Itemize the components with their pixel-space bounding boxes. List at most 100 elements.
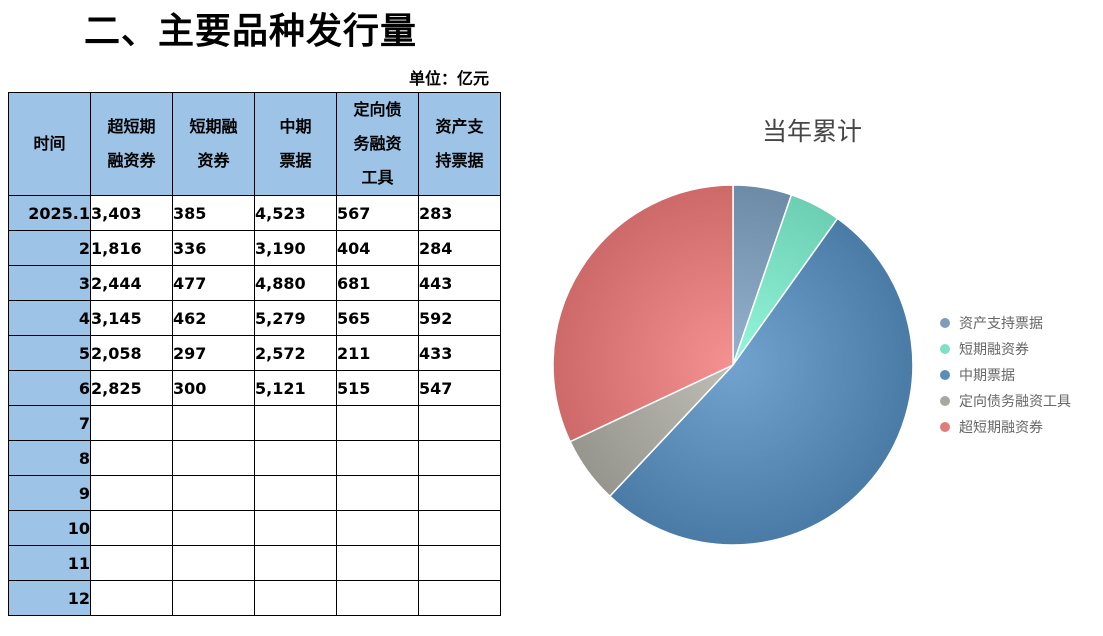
row-value-cell: 2,444: [90, 265, 173, 301]
row-value-cell: 3,403: [90, 195, 173, 231]
row-value-cell: 283: [418, 195, 501, 231]
table-row: 8: [8, 440, 501, 476]
legend-item[interactable]: 资产支持票据: [940, 310, 1071, 336]
row-value-cell: 3,190: [254, 230, 337, 266]
row-value-cell: 211: [336, 335, 419, 371]
row-value-cell: [172, 405, 255, 441]
row-time-cell: 7: [8, 405, 91, 441]
row-time-cell: 3: [8, 265, 91, 301]
legend-marker-icon: [940, 370, 950, 380]
row-value-cell: [172, 475, 255, 511]
row-time-cell: 8: [8, 440, 91, 476]
row-value-cell: [418, 405, 501, 441]
row-time-cell: 12: [8, 580, 91, 616]
row-value-cell: [418, 580, 501, 616]
table-row: 2 1,816 336 3,190 404 284: [8, 230, 501, 266]
table-row: 2025.1 3,403 385 4,523 567 283: [8, 195, 501, 231]
header-label: 资产支 持票据: [435, 117, 484, 170]
row-value-cell: 592: [418, 300, 501, 336]
row-value-cell: [90, 475, 173, 511]
row-value-cell: 3,145: [90, 300, 173, 336]
legend-label: 短期融资券: [959, 342, 1029, 358]
pie-slice-4: [552, 184, 734, 443]
pie-slice-2: [608, 217, 914, 546]
row-value-cell: 300: [172, 370, 255, 406]
chart-title: 当年累计: [762, 117, 863, 146]
header-label: 短期融 资券: [189, 117, 238, 170]
row-value-cell: 2,058: [90, 335, 173, 371]
row-value-cell: [90, 510, 173, 546]
table-row: 9: [8, 475, 501, 511]
legend-marker-icon: [940, 396, 950, 406]
row-time-cell: 2: [8, 230, 91, 266]
legend-label: 超短期融资券: [959, 420, 1043, 436]
row-value-cell: 515: [336, 370, 419, 406]
row-time-cell: 2025.1: [8, 195, 91, 231]
table-row: 3 2,444 477 4,880 681 443: [8, 265, 501, 301]
row-value-cell: 5,121: [254, 370, 337, 406]
issuance-table: 时间 超短期 融资券 短期融 资券 中期 票据 定向债 务融资 工具 资产支 持票据 20…: [8, 92, 501, 616]
legend-marker-icon: [940, 422, 950, 432]
row-value-cell: [90, 440, 173, 476]
table-body: 2025.1 3,403 385 4,523 567 283 2 1,816 336 3,190 4…: [8, 195, 501, 616]
row-value-cell: [336, 580, 419, 616]
header-cell: 短期融 资券: [172, 92, 255, 196]
row-value-cell: [254, 545, 337, 581]
row-time-cell: 5: [8, 335, 91, 371]
row-value-cell: 433: [418, 335, 501, 371]
table-row: 5 2,058 297 2,572 211 433: [8, 335, 501, 371]
header-cell: 定向债 务融资 工具: [336, 92, 419, 196]
row-value-cell: 336: [172, 230, 255, 266]
row-value-cell: 404: [336, 230, 419, 266]
row-value-cell: [336, 475, 419, 511]
row-time-cell: 9: [8, 475, 91, 511]
row-value-cell: 565: [336, 300, 419, 336]
header-label: 时间: [33, 134, 66, 153]
row-value-cell: [172, 545, 255, 581]
chart-legend: 资产支持票据 短期融资券中期票据定向债务融资工具 超短期融资券: [940, 310, 1071, 440]
row-value-cell: 2,825: [90, 370, 173, 406]
header-label: 中期 票据: [279, 117, 312, 170]
header-label: 超短期 融资券: [107, 117, 156, 170]
row-time-cell: 10: [8, 510, 91, 546]
table-row: 12: [8, 580, 501, 616]
header-cell: 资产支 持票据: [418, 92, 501, 196]
row-value-cell: [172, 510, 255, 546]
row-value-cell: [336, 545, 419, 581]
pie-chart: [552, 184, 914, 546]
row-value-cell: 462: [172, 300, 255, 336]
legend-item[interactable]: 中期票据: [940, 362, 1071, 388]
legend-label: 资产支持票据: [959, 316, 1043, 332]
row-value-cell: [418, 545, 501, 581]
row-value-cell: [418, 510, 501, 546]
table-row: 7: [8, 405, 501, 441]
legend-item[interactable]: 短期融资券: [940, 336, 1071, 362]
row-value-cell: [254, 580, 337, 616]
row-value-cell: 443: [418, 265, 501, 301]
legend-marker-icon: [940, 344, 950, 354]
legend-item[interactable]: 超短期融资券: [940, 414, 1071, 440]
row-value-cell: [172, 580, 255, 616]
row-value-cell: [254, 510, 337, 546]
row-value-cell: 4,880: [254, 265, 337, 301]
header-time: 时间: [8, 92, 91, 196]
row-value-cell: 4,523: [254, 195, 337, 231]
row-value-cell: 567: [336, 195, 419, 231]
row-value-cell: 297: [172, 335, 255, 371]
row-value-cell: [254, 475, 337, 511]
legend-label: 定向债务融资工具: [959, 394, 1071, 410]
row-value-cell: 547: [418, 370, 501, 406]
row-value-cell: 681: [336, 265, 419, 301]
row-value-cell: [336, 510, 419, 546]
legend-item[interactable]: 定向债务融资工具: [940, 388, 1071, 414]
row-value-cell: [90, 580, 173, 616]
row-value-cell: 477: [172, 265, 255, 301]
row-value-cell: 5,279: [254, 300, 337, 336]
table-row: 11: [8, 545, 501, 581]
legend-marker-icon: [940, 318, 950, 328]
row-value-cell: [254, 440, 337, 476]
header-cell: 超短期 融资券: [90, 92, 173, 196]
row-value-cell: 284: [418, 230, 501, 266]
row-time-cell: 11: [8, 545, 91, 581]
table-row: 6 2,825 300 5,121 515 547: [8, 370, 501, 406]
